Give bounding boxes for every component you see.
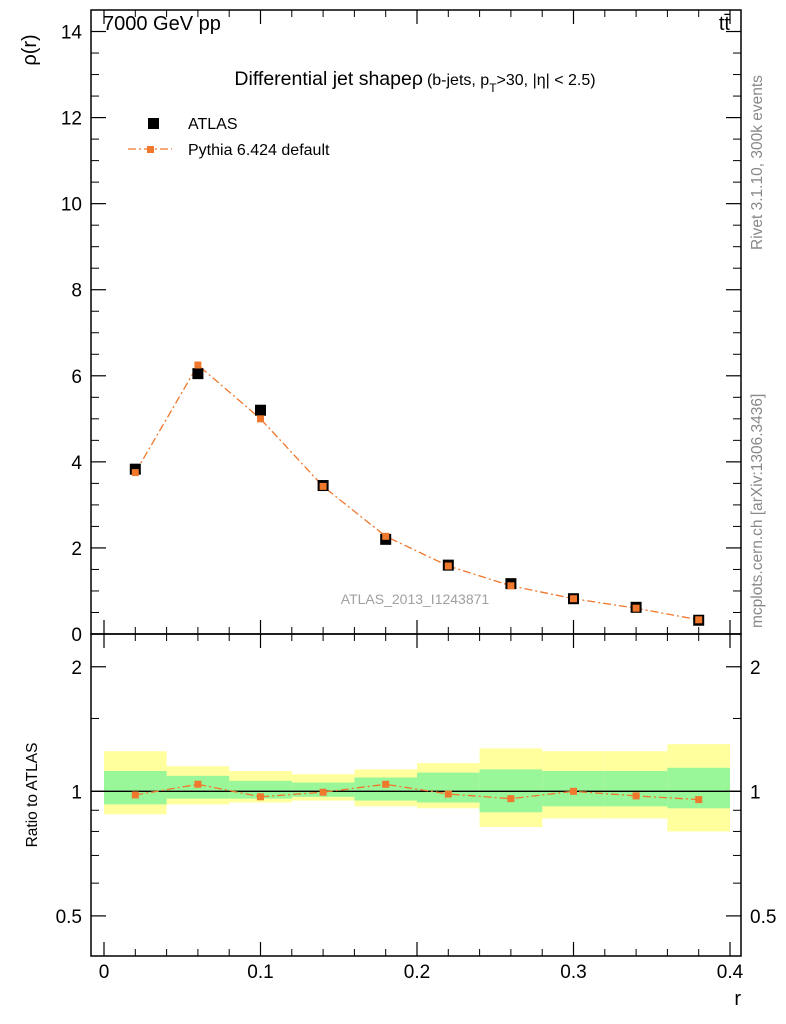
pythia-point	[444, 562, 452, 570]
ratio-y-tick-label-right: 1	[750, 782, 761, 803]
ratio-axis-ticks: 0.5 0.5 1 1 2 2	[56, 634, 776, 956]
x-tick-label: 0	[99, 962, 110, 983]
y-tick-label: 4	[71, 453, 82, 474]
x-tick-label: 0.2	[404, 962, 430, 983]
y-tick-label: 10	[61, 195, 82, 216]
y-tick-label: 8	[71, 281, 82, 302]
ratio-pythia-line	[135, 783, 699, 801]
x-axis-label: r	[734, 988, 741, 1010]
pythia-point	[319, 482, 327, 490]
ratio-pythia-point	[507, 795, 515, 803]
ratio-pythia-point	[695, 796, 703, 804]
rivet-version-label: Rivet 3.1.10, 300k events	[749, 75, 766, 250]
x-tick-label: 0.1	[247, 962, 273, 983]
ratio-inner-band	[604, 770, 668, 807]
y-tick-label: 12	[61, 109, 82, 130]
ratio-y-tick-label-left: 1	[71, 782, 82, 803]
legend-marker-atlas	[148, 118, 159, 129]
legend-marker-pythia	[147, 146, 154, 153]
ratio-inner-band	[354, 777, 417, 801]
ratio-inner-band	[229, 780, 292, 799]
pythia-point	[382, 532, 390, 540]
y-axis-label: ρ(r)	[19, 34, 41, 65]
y-tick-label: 0	[71, 625, 82, 646]
ratio-uncertainty-bands	[104, 744, 730, 832]
ratio-data-layer	[91, 780, 741, 804]
ratio-pythia-point	[319, 788, 327, 796]
ratio-inner-band	[417, 772, 480, 803]
pythia-point	[632, 604, 640, 612]
legend-label-pythia: Pythia 6.424 default	[188, 142, 330, 159]
ratio-frame	[90, 633, 742, 957]
x-tick-label: 0.4	[717, 962, 744, 983]
mcplots-label: mcplots.cern.ch [arXiv:1306.3436]	[749, 394, 766, 628]
ratio-y-tick-label-right: 2	[750, 658, 761, 679]
ratio-pythia-point	[444, 790, 452, 798]
ratio-y-axis-label: Ratio to ATLAS	[24, 743, 41, 848]
pythia-point	[570, 595, 577, 603]
y-tick-label: 2	[71, 539, 82, 560]
ratio-pythia-point	[382, 780, 390, 788]
ratio-y-tick-label-left: 0.5	[56, 907, 82, 928]
ratio-pythia-point	[194, 780, 202, 788]
ratio-inner-band	[104, 770, 167, 805]
ratio-plot-panel: 0.5 0.51 12 2 Ratio to ATLAS 0 0.1 0.2 0.3 0.4 …	[24, 633, 776, 1010]
pythia-point	[131, 469, 139, 477]
main-plot-panel: Differential jet shapeρ (b-jets, pT>30, |…	[19, 9, 742, 646]
energy-label: 7000 GeV pp	[103, 13, 221, 35]
main-title: Differential jet shapeρ (b-jets, pT>30, |…	[234, 68, 595, 95]
x-tick-labels: 0 0.1 0.2 0.3 0.4	[99, 962, 744, 983]
ratio-pythia-point	[632, 792, 640, 800]
process-label: tt̄	[719, 13, 731, 35]
x-tick-label: 0.3	[560, 962, 586, 983]
legend: ATLAS Pythia 6.424 default	[128, 116, 330, 159]
pythia-line	[134, 363, 699, 621]
atlas-point	[255, 404, 266, 416]
watermark-label: ATLAS_2013_I1243871	[341, 591, 490, 607]
pythia-point	[507, 582, 515, 590]
ratio-pythia-point	[131, 791, 139, 799]
ratio-y-tick-label-left: 2	[71, 658, 82, 679]
ratio-pythia-point	[570, 787, 577, 795]
pythia-point	[695, 616, 703, 624]
main-axis-ticks: 0 2 4 6 8 10 12 14	[61, 10, 741, 646]
legend-label-atlas: ATLAS	[188, 116, 238, 133]
atlas-point	[192, 368, 204, 380]
y-tick-label: 6	[71, 367, 82, 388]
main-frame	[90, 9, 742, 635]
ratio-y-tick-label-right: 0.5	[750, 907, 776, 928]
y-tick-label: 14	[61, 23, 83, 44]
pythia-point	[257, 415, 264, 423]
pythia-point	[194, 361, 202, 369]
ratio-pythia-point	[257, 793, 264, 801]
main-data-layer	[129, 361, 705, 626]
